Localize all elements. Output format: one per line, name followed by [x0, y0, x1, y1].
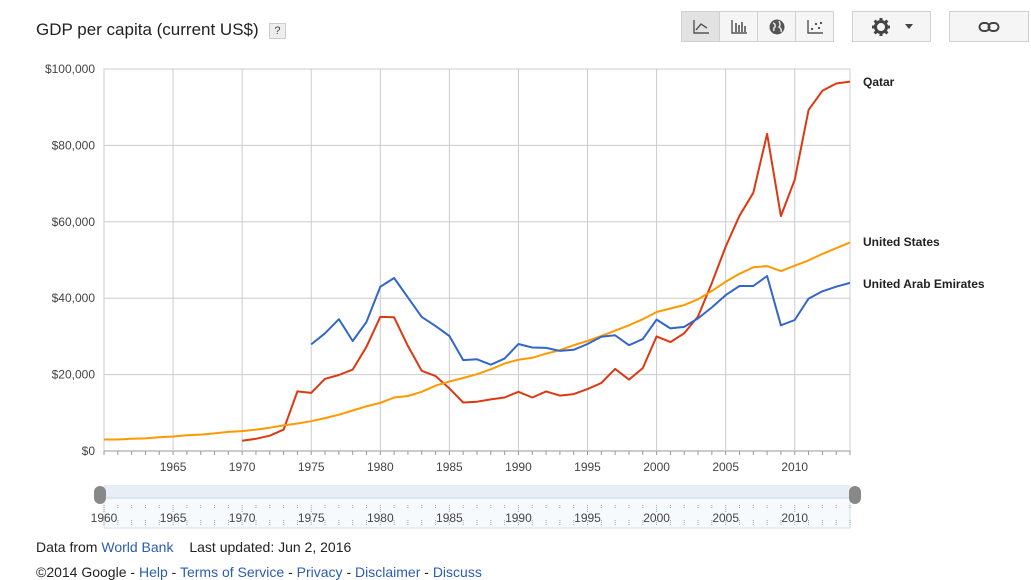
x-tick-label: 1965: [160, 460, 187, 474]
plot-area: [103, 68, 851, 452]
range-slider[interactable]: [103, 485, 851, 529]
slider-year-label: 1965: [160, 511, 187, 525]
x-axis-tick-labels: 1965 1970 1975 1980 1985 1990 1995 2000 2005 2010: [160, 460, 809, 474]
slider-year-label: 1970: [229, 511, 256, 525]
settings-button[interactable]: [852, 11, 931, 42]
gear-icon: [871, 17, 890, 36]
legend-qatar[interactable]: Qatar: [863, 75, 895, 89]
slider-year-label: 1975: [298, 511, 325, 525]
chart-series: [104, 80, 851, 442]
x-tick-label: 1970: [229, 460, 256, 474]
discuss-link[interactable]: Discuss: [432, 564, 482, 580]
scatter-chart-icon: [806, 19, 823, 34]
slider-year-label: 2000: [643, 511, 670, 525]
legend-united-arab-emirates[interactable]: United Arab Emirates: [863, 277, 985, 291]
bar-chart-button[interactable]: [719, 11, 758, 42]
y-tick-label: $100,000: [45, 62, 95, 76]
y-tick-label: $60,000: [52, 215, 96, 229]
y-axis-tick-labels: $0 $20,000 $40,000 $60,000 $80,000 $100,000: [45, 62, 95, 458]
x-tick-label: 1975: [298, 460, 325, 474]
x-tick-label: 1985: [436, 460, 463, 474]
data-from-label: Data from: [36, 539, 98, 555]
x-tick-label: 1980: [367, 460, 394, 474]
chart-plot: $0 $20,000 $40,000 $60,000 $80,000 $100,000 1…: [45, 62, 861, 529]
bar-chart-icon: [730, 19, 747, 34]
y-tick-label: $20,000: [52, 368, 96, 382]
last-updated: Last updated: Jun 2, 2016: [189, 539, 352, 555]
disclaimer-link[interactable]: Disclaimer: [355, 564, 421, 580]
range-slider-labels: 1960 1965 1970 1975 1980 1985 1990 1995 2000 2005…: [91, 511, 809, 525]
slider-year-label: 1960: [91, 511, 118, 525]
chart-grid: [103, 68, 851, 455]
slider-year-label: 1990: [505, 511, 532, 525]
line-chart-icon: [692, 19, 709, 34]
y-tick-label: $0: [82, 444, 96, 458]
caret-down-icon: [904, 24, 913, 29]
scatter-chart-button[interactable]: [795, 11, 834, 42]
slider-year-label: 1985: [436, 511, 463, 525]
x-tick-label: 1995: [574, 460, 601, 474]
world-bank-link[interactable]: World Bank: [101, 539, 174, 555]
privacy-link[interactable]: Privacy: [296, 564, 343, 580]
series-line-united-states: [104, 241, 851, 441]
legend-united-states[interactable]: United States: [863, 235, 940, 249]
help-button[interactable]: ?: [269, 22, 286, 39]
data-source-line: Data from World Bank Last updated: Jun 2…: [36, 539, 351, 555]
y-tick-label: $80,000: [52, 138, 96, 152]
slider-year-label: 2005: [712, 511, 739, 525]
x-tick-label: 2010: [781, 460, 808, 474]
help-link[interactable]: Help: [138, 564, 168, 580]
series-line-united-arab-emirates: [310, 275, 851, 366]
slider-year-label: 1980: [367, 511, 394, 525]
chart-title: GDP per capita (current US$) ?: [36, 20, 286, 40]
x-tick-label: 1990: [505, 460, 532, 474]
slider-year-label: 2010: [781, 511, 808, 525]
x-tick-label: 2005: [712, 460, 739, 474]
globe-map-icon: [769, 19, 784, 34]
link-icon: [978, 21, 1000, 32]
terms-link[interactable]: Terms of Service: [179, 564, 285, 580]
copyright: ©2014 Google: [36, 564, 127, 580]
series-line-qatar: [241, 80, 851, 442]
range-slider-left-handle[interactable]: [94, 486, 106, 504]
y-tick-label: $40,000: [52, 291, 96, 305]
range-slider-right-handle[interactable]: [849, 486, 861, 504]
chart-title-text: GDP per capita (current US$): [36, 20, 259, 39]
slider-year-label: 1995: [574, 511, 601, 525]
link-button[interactable]: [949, 11, 1029, 42]
footer-links: ©2014 Google - Help - Terms of Service -…: [36, 564, 482, 580]
x-tick-label: 2000: [643, 460, 670, 474]
range-slider-ticks: [103, 505, 851, 526]
